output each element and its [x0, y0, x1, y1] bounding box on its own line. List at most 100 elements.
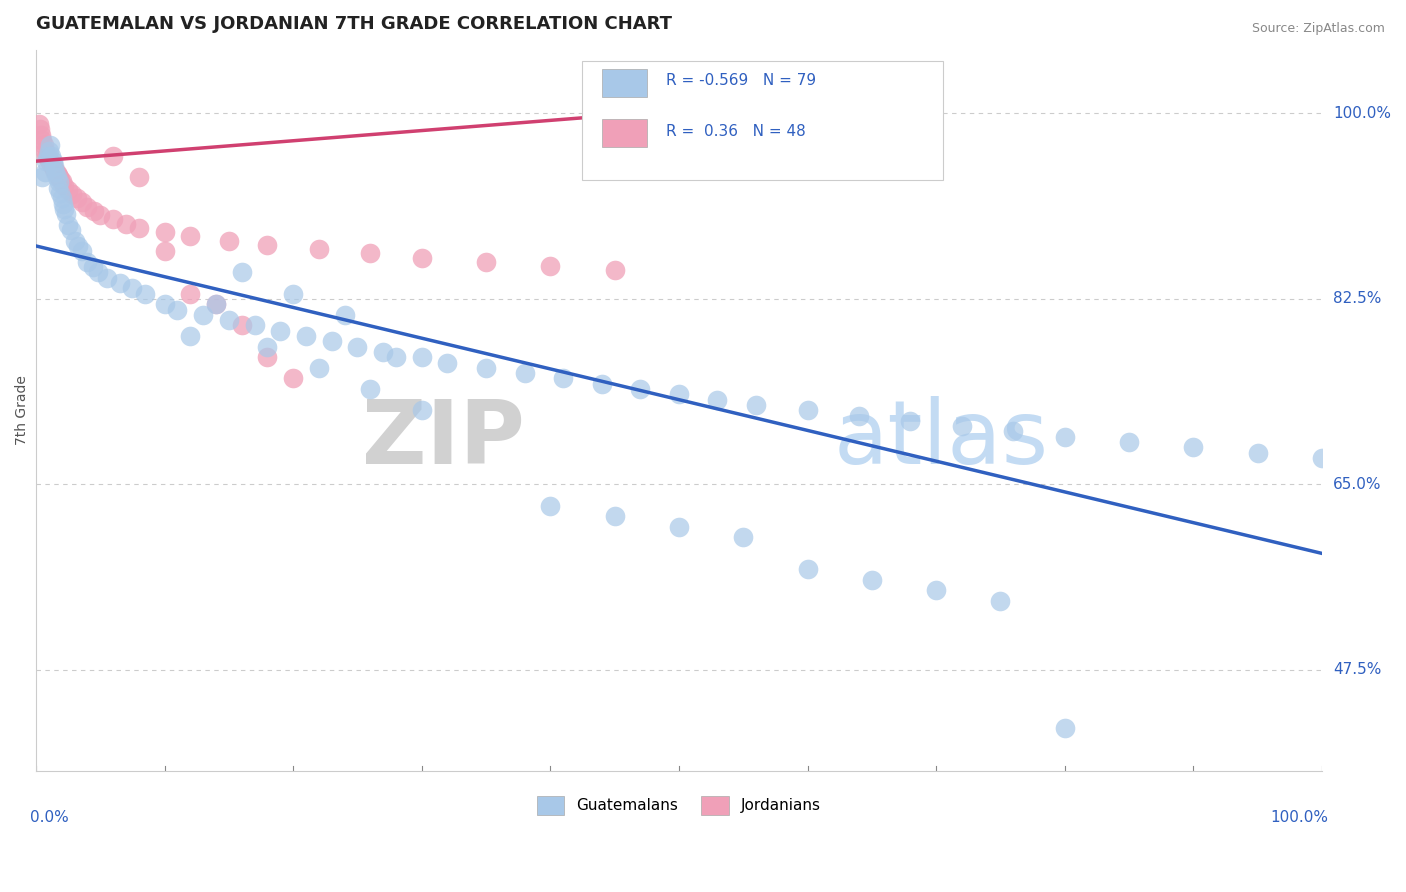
Text: Source: ZipAtlas.com: Source: ZipAtlas.com: [1251, 22, 1385, 36]
Point: [63, 234, 86, 248]
Point: [166, 302, 188, 317]
Point: [31, 169, 53, 184]
Text: 100.0%: 100.0%: [1333, 106, 1391, 121]
Point: [115, 217, 138, 231]
Point: [256, 238, 278, 252]
Point: [333, 308, 356, 322]
Point: [42, 160, 65, 174]
Point: [1053, 721, 1076, 735]
Point: [76, 255, 98, 269]
FancyBboxPatch shape: [602, 120, 647, 147]
Point: [475, 255, 498, 269]
Point: [950, 419, 973, 434]
Point: [66, 191, 89, 205]
Point: [308, 242, 330, 256]
Point: [101, 212, 124, 227]
Point: [37, 151, 59, 165]
Point: [179, 286, 201, 301]
Point: [76, 200, 98, 214]
Point: [1310, 450, 1333, 465]
Point: [191, 308, 214, 322]
Point: [411, 351, 433, 365]
Legend: Guatemalans, Jordanians: Guatemalans, Jordanians: [530, 790, 827, 821]
Point: [134, 286, 156, 301]
Point: [128, 221, 150, 235]
Point: [218, 234, 240, 248]
Point: [628, 382, 651, 396]
Point: [308, 360, 330, 375]
Point: [256, 351, 278, 365]
Point: [83, 204, 105, 219]
Point: [41, 160, 63, 174]
Point: [373, 345, 395, 359]
Point: [55, 207, 77, 221]
Text: R = -0.569   N = 79: R = -0.569 N = 79: [666, 73, 815, 88]
Point: [56, 183, 79, 197]
Point: [44, 163, 66, 178]
Point: [538, 259, 561, 273]
Point: [538, 499, 561, 513]
Point: [70, 195, 93, 210]
Point: [89, 208, 111, 222]
Text: R =  0.36   N = 48: R = 0.36 N = 48: [666, 124, 806, 139]
Point: [44, 165, 66, 179]
Point: [796, 562, 818, 576]
Point: [346, 340, 368, 354]
Point: [45, 169, 67, 184]
Text: ZIP: ZIP: [361, 396, 524, 483]
Point: [179, 229, 201, 244]
Point: [51, 191, 73, 205]
Point: [359, 382, 381, 396]
Y-axis label: 7th Grade: 7th Grade: [15, 376, 30, 445]
Point: [67, 239, 90, 253]
Point: [269, 324, 291, 338]
FancyBboxPatch shape: [582, 61, 942, 179]
Point: [48, 169, 70, 184]
Point: [243, 318, 266, 333]
Point: [53, 202, 76, 216]
Point: [1002, 425, 1025, 439]
FancyBboxPatch shape: [602, 69, 647, 96]
Point: [45, 166, 67, 180]
Point: [281, 371, 304, 385]
Point: [359, 246, 381, 260]
Point: [900, 414, 922, 428]
Point: [34, 165, 56, 179]
Point: [153, 225, 176, 239]
Point: [38, 153, 60, 167]
Point: [49, 186, 72, 200]
Point: [668, 387, 690, 401]
Point: [49, 172, 72, 186]
Point: [281, 286, 304, 301]
Point: [990, 594, 1012, 608]
Point: [121, 281, 143, 295]
Point: [41, 157, 63, 171]
Point: [153, 297, 176, 311]
Point: [37, 149, 59, 163]
Point: [411, 403, 433, 417]
Point: [1118, 435, 1140, 450]
Point: [31, 133, 53, 147]
Point: [848, 409, 870, 423]
Point: [46, 180, 69, 194]
Point: [475, 360, 498, 375]
Point: [41, 149, 63, 163]
Point: [42, 161, 65, 176]
Point: [153, 244, 176, 259]
Point: [179, 329, 201, 343]
Point: [51, 174, 73, 188]
Point: [30, 128, 52, 142]
Point: [59, 223, 82, 237]
Point: [48, 175, 70, 189]
Point: [205, 297, 228, 311]
Point: [82, 260, 104, 275]
Point: [53, 178, 76, 193]
Point: [436, 355, 458, 369]
Point: [668, 520, 690, 534]
Point: [27, 117, 49, 131]
Point: [925, 583, 948, 598]
Point: [46, 168, 69, 182]
Text: GUATEMALAN VS JORDANIAN 7TH GRADE CORRELATION CHART: GUATEMALAN VS JORDANIAN 7TH GRADE CORREL…: [37, 15, 672, 33]
Point: [256, 340, 278, 354]
Text: 100.0%: 100.0%: [1270, 810, 1329, 825]
